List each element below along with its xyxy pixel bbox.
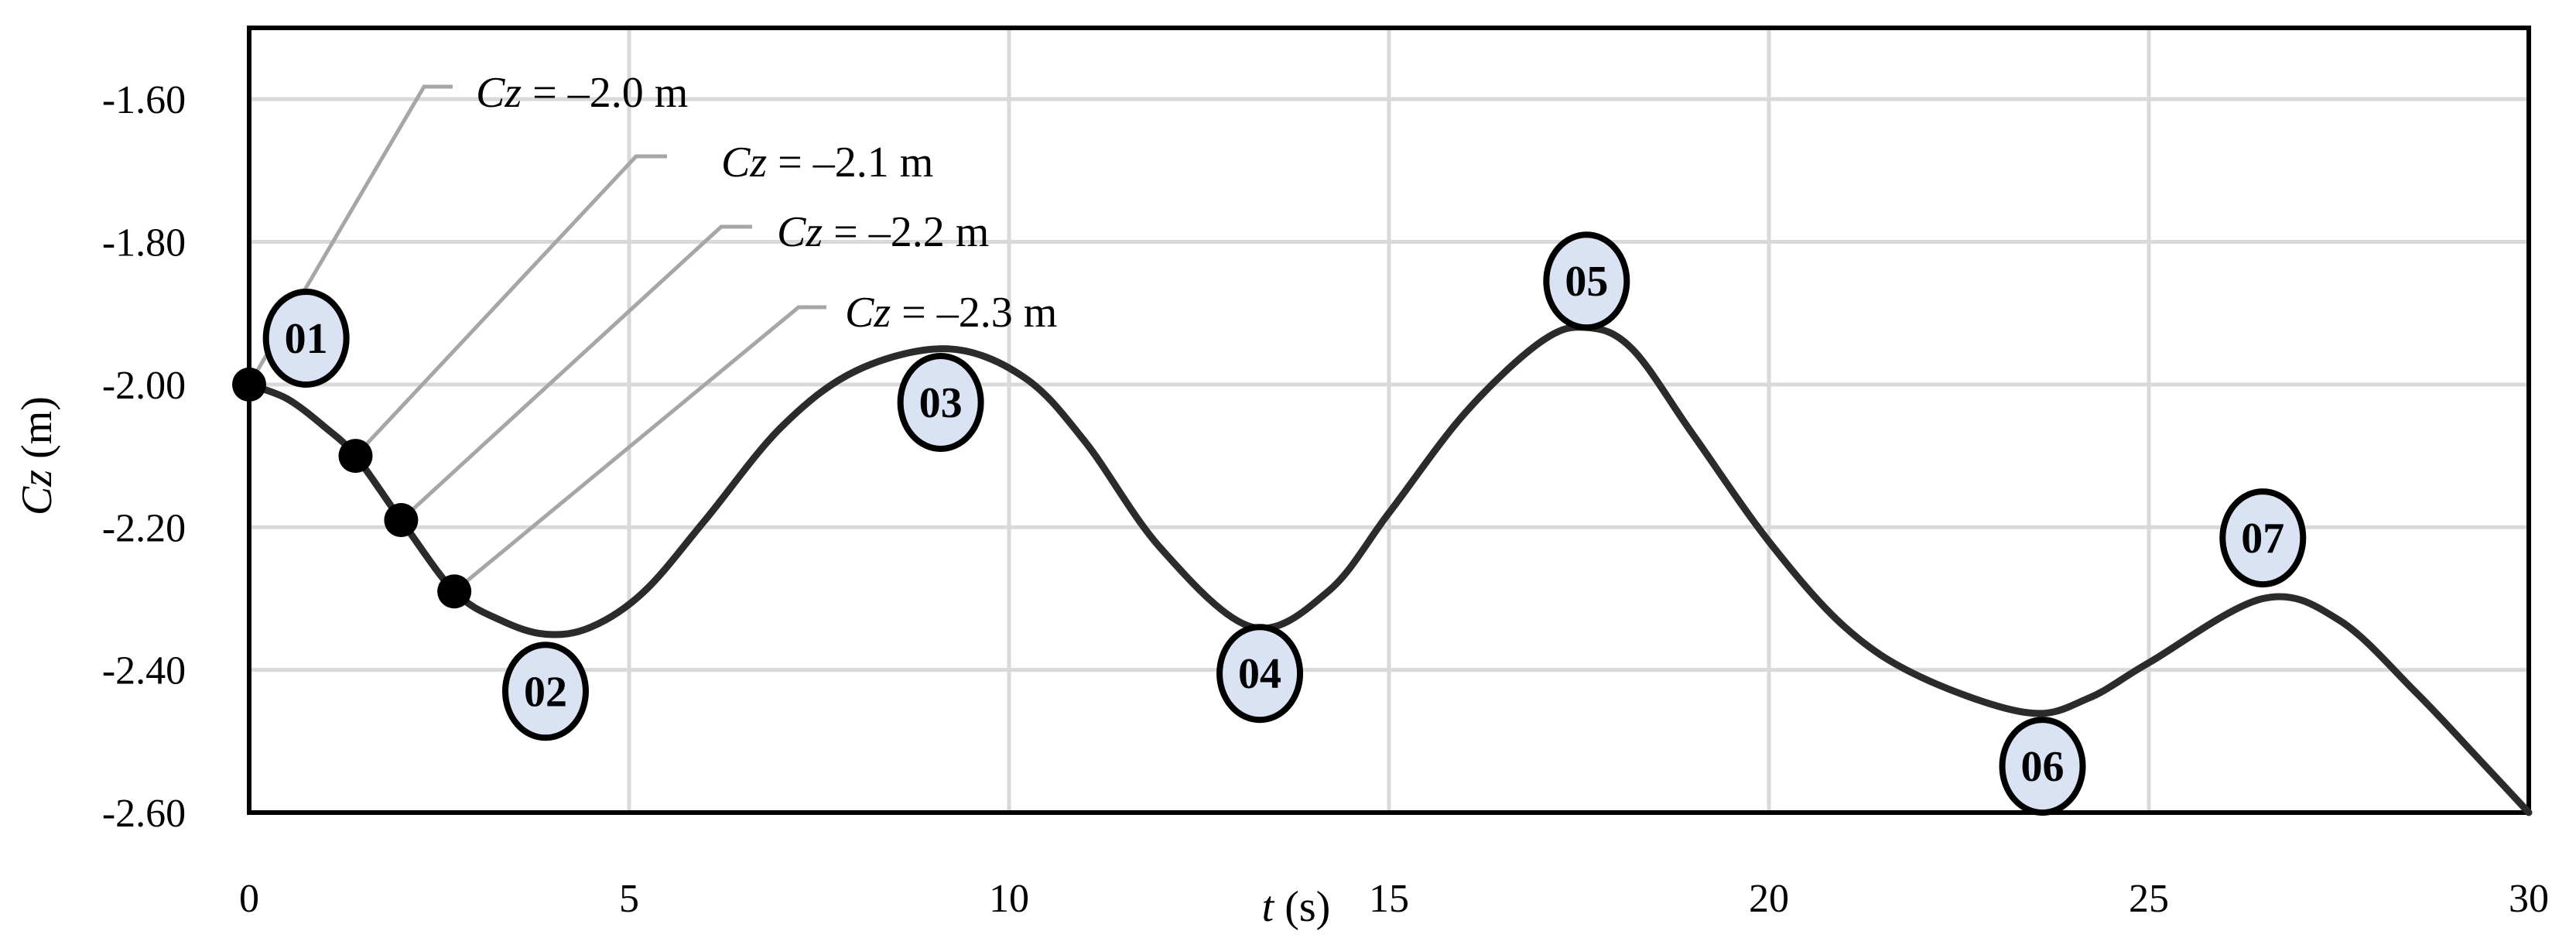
annotation-leader	[453, 305, 826, 594]
x-tick-label: 20	[1749, 877, 1789, 921]
marker-layer	[232, 367, 472, 609]
label-bubble-text: 03	[919, 379, 963, 427]
tick-layer: 0 5 10 15 20 25 30-1.60-1.80-2.00-2.20-2.40-2.…	[102, 78, 2549, 921]
label-bubble-shape	[897, 352, 984, 452]
label-bubble-shape	[1999, 717, 2086, 816]
annotation-value: = –2.1 m	[767, 139, 933, 187]
label-bubble-text: 04	[1238, 650, 1281, 698]
x-tick-label: 30	[2509, 877, 2549, 921]
annotation-label: Cz = –2.2 m	[777, 208, 989, 256]
data-marker	[437, 574, 472, 609]
label-bubble-shape	[262, 288, 350, 388]
x-axis-unit: (s)	[1274, 883, 1330, 931]
y-axis-unit: (m)	[13, 396, 61, 470]
annotation-leader	[399, 224, 752, 522]
annotation-label: Cz = –2.3 m	[845, 289, 1057, 337]
series-line-cz	[245, 323, 2533, 816]
label-bubble: 06	[1999, 717, 2086, 816]
label-bubble-shape	[1543, 231, 1630, 331]
x-axis-title: t (s)	[1262, 883, 1331, 931]
label-bubble-text: 07	[2241, 515, 2284, 563]
label-bubble: 03	[897, 352, 984, 452]
annotation-value: = –2.0 m	[522, 69, 688, 117]
bubble-layer: 01 02 03 04 05 06 07	[262, 231, 2307, 816]
y-tick-label: -2.00	[102, 364, 186, 408]
leader-layer	[247, 84, 826, 594]
annotation-label: Cz = –2.1 m	[721, 139, 933, 187]
annotation-value: = –2.3 m	[891, 289, 1057, 337]
label-bubble: 01	[262, 288, 350, 388]
label-bubble-text: 05	[1565, 258, 1608, 306]
y-tick-label: -2.40	[102, 649, 186, 693]
label-bubble-shape	[1216, 624, 1304, 724]
x-tick-label: 15	[1369, 877, 1409, 921]
label-bubble-shape	[2219, 488, 2307, 588]
label-bubble: 02	[501, 642, 589, 741]
label-bubble: 05	[1543, 231, 1630, 331]
y-axis-var: Cz	[13, 470, 61, 515]
data-marker	[384, 503, 419, 538]
annotation-value: = –2.2 m	[823, 208, 989, 256]
data-marker	[338, 439, 373, 474]
annotation-var: Cz	[476, 69, 522, 117]
annotation-var: Cz	[845, 289, 891, 337]
label-bubble: 04	[1216, 624, 1304, 724]
x-tick-label: 5	[619, 877, 639, 921]
annotation-layer: Cz = –2.0 mCz = –2.1 mCz = –2.2 mCz = –2…	[476, 69, 1057, 337]
y-tick-label: -2.20	[102, 506, 186, 550]
label-bubble-text: 06	[2021, 743, 2065, 791]
label-bubble-shape	[501, 642, 589, 741]
x-axis-var: t	[1262, 883, 1275, 931]
y-axis-title: Cz (m)	[13, 396, 61, 515]
x-tick-label: 0	[239, 877, 259, 921]
annotation-var: Cz	[777, 208, 823, 256]
y-tick-label: -1.60	[102, 78, 186, 122]
x-tick-label: 25	[2129, 877, 2169, 921]
y-tick-label: -1.80	[102, 221, 186, 265]
x-tick-label: 10	[989, 877, 1029, 921]
annotation-leader	[354, 154, 667, 457]
grid-layer	[249, 28, 2529, 813]
annotation-label: Cz = –2.0 m	[476, 69, 688, 117]
annotation-leader	[247, 84, 453, 386]
label-bubble: 07	[2219, 488, 2307, 588]
label-bubble-text: 01	[285, 315, 328, 363]
y-tick-label: -2.60	[102, 792, 186, 836]
plot-frame	[247, 26, 2531, 815]
label-bubble-text: 02	[524, 668, 567, 716]
annotation-var: Cz	[721, 139, 767, 187]
data-marker	[232, 367, 266, 402]
